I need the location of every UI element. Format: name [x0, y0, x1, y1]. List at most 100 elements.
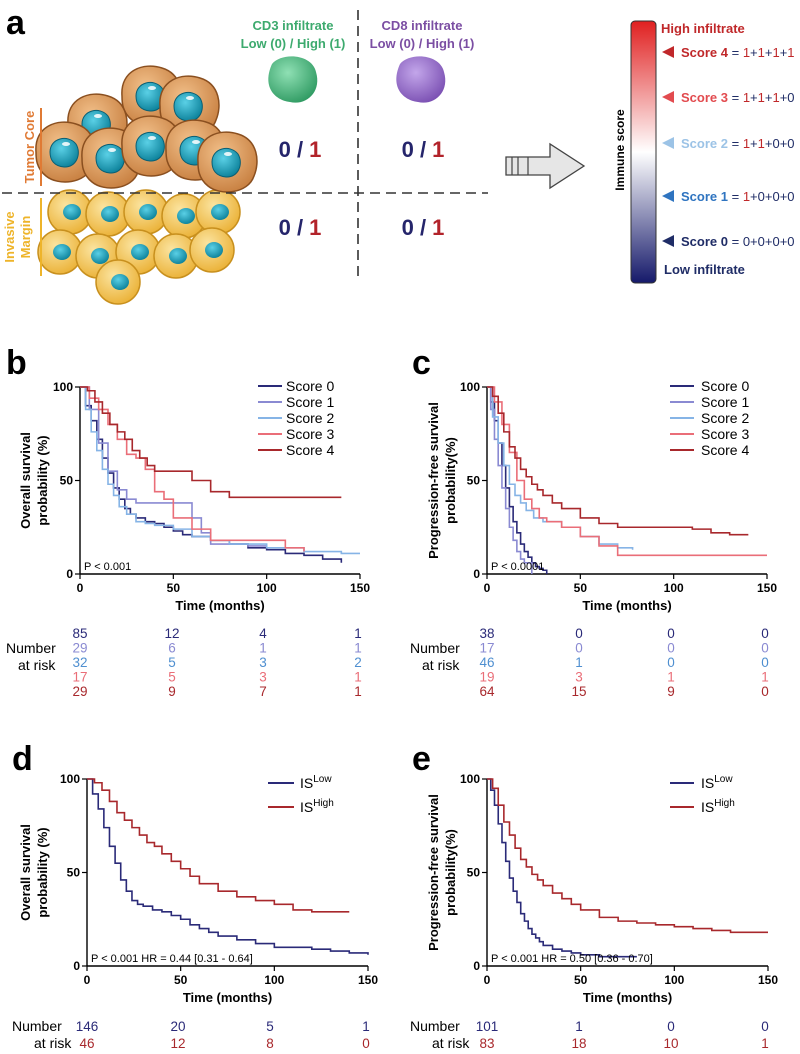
x-tick-label: 150	[358, 973, 378, 987]
risk-value: 83	[479, 1036, 494, 1051]
risk-value: 32	[72, 655, 87, 670]
risk-value: 1	[667, 670, 675, 685]
score-label: Score 4 = 1+1+1+1	[681, 45, 795, 60]
y-axis-title-line1: Progression-free survival	[426, 402, 441, 559]
risk-value: 0	[667, 641, 675, 656]
survival-curve-score-4	[80, 386, 342, 499]
tumor-cell-nucleus	[49, 137, 79, 168]
risk-value: 17	[72, 670, 87, 685]
risk-label-line1: Number	[6, 640, 56, 656]
legend-entry: Score 4	[286, 442, 334, 458]
cd8-subtitle: Low (0) / High (1)	[370, 36, 475, 51]
x-tick-label: 0	[84, 973, 91, 987]
risk-value: 7	[259, 684, 267, 699]
risk-value: 0	[667, 1019, 675, 1034]
risk-value: 0	[761, 641, 769, 656]
risk-value: 9	[168, 684, 176, 699]
low-infiltrate-label: Low infiltrate	[664, 262, 745, 277]
risk-value: 1	[354, 641, 362, 656]
risk-value: 17	[479, 641, 494, 656]
risk-label-line2: at risk	[432, 1035, 470, 1051]
nucleus-highlight	[186, 96, 194, 100]
survival-curve-score-1	[487, 386, 533, 574]
margin-cell-nucleus	[177, 208, 195, 224]
margin-cell-nucleus	[139, 204, 157, 220]
risk-label-line2: at risk	[422, 657, 460, 673]
y-axis-title-line1: Progression-free survival	[426, 794, 441, 951]
y-tick-label: 0	[66, 567, 73, 581]
cd3-core-value: 0 / 1	[279, 137, 322, 162]
risk-value: 0	[667, 626, 675, 641]
x-tick-label: 100	[264, 973, 284, 987]
survival-curve-score-1	[80, 386, 267, 547]
y-axis-title-line2: probability(%)	[443, 437, 458, 524]
margin-cell-nucleus	[205, 242, 223, 258]
panel-label-a: a	[6, 4, 26, 42]
risk-value: 12	[164, 626, 179, 641]
survival-curve-is-low	[487, 778, 637, 958]
risk-value: 1	[354, 670, 362, 685]
x-tick-label: 150	[757, 581, 777, 595]
x-tick-label: 100	[257, 581, 277, 595]
risk-value: 1	[575, 655, 583, 670]
x-tick-label: 150	[758, 973, 778, 987]
score-label: Score 2 = 1+1+0+0	[681, 136, 795, 151]
risk-label-line1: Number	[410, 640, 460, 656]
legend-entry: Score 2	[286, 410, 334, 426]
risk-value: 29	[72, 684, 87, 699]
risk-value: 9	[667, 684, 675, 699]
risk-value: 0	[761, 684, 769, 699]
x-axis-title: Time (months)	[183, 990, 272, 1005]
legend-entry: Score 1	[286, 394, 334, 410]
legend-entry: Score 1	[701, 394, 749, 410]
score-label: Score 0 = 0+0+0+0	[681, 234, 795, 249]
cd8-core-value: 0 / 1	[402, 137, 445, 162]
risk-value: 3	[259, 655, 267, 670]
legend-entry: ISLow	[300, 774, 332, 791]
risk-value: 2	[354, 655, 362, 670]
score-label: Score 1 = 1+0+0+0	[681, 189, 795, 204]
panel-label-c: c	[412, 344, 431, 382]
risk-value: 1	[761, 1036, 769, 1051]
nucleus-highlight	[148, 136, 156, 140]
invasive-label: Invasive	[2, 211, 17, 262]
x-tick-label: 0	[484, 973, 491, 987]
tumor-cell-nucleus	[211, 147, 241, 178]
margin-cell-nucleus	[131, 244, 149, 260]
risk-value: 1	[354, 684, 362, 699]
cd3-margin-value: 0 / 1	[279, 215, 322, 240]
risk-value: 1	[362, 1019, 370, 1034]
legend-entry: Score 4	[701, 442, 749, 458]
y-tick-label: 100	[53, 380, 73, 394]
panel-label-b: b	[6, 344, 27, 382]
risk-value: 8	[266, 1036, 274, 1051]
y-tick-label: 50	[67, 866, 81, 880]
risk-value: 46	[79, 1036, 94, 1051]
x-tick-label: 100	[664, 581, 684, 595]
risk-value: 5	[168, 655, 176, 670]
tumor-illustration	[35, 65, 258, 305]
cd8-title: CD8 infiltrate	[382, 18, 463, 33]
risk-value: 101	[476, 1019, 499, 1034]
y-tick-label: 0	[473, 959, 480, 973]
x-axis-title: Time (months)	[175, 598, 264, 613]
margin-cell-nucleus	[111, 274, 129, 290]
risk-value: 3	[575, 670, 583, 685]
risk-value: 20	[170, 1019, 185, 1034]
y-axis-title-line1: Overall survival	[18, 432, 33, 529]
margin-cell-nucleus	[63, 204, 81, 220]
nucleus-highlight	[148, 86, 156, 90]
y-tick-label: 50	[60, 474, 74, 488]
p-value: P < 0.001	[84, 561, 131, 573]
risk-value: 5	[168, 670, 176, 685]
survival-curve-score-2	[80, 386, 360, 555]
risk-value: 4	[259, 626, 267, 641]
panel-label-d: d	[12, 740, 33, 778]
risk-label-line1: Number	[12, 1018, 62, 1034]
x-tick-label: 50	[574, 973, 588, 987]
risk-value: 64	[479, 684, 495, 699]
chart-overall-survival-scores: 0 50 100 150 0 50 100 Time (months) Overall surv…	[6, 378, 370, 699]
tumor-cell-nucleus	[95, 143, 125, 174]
